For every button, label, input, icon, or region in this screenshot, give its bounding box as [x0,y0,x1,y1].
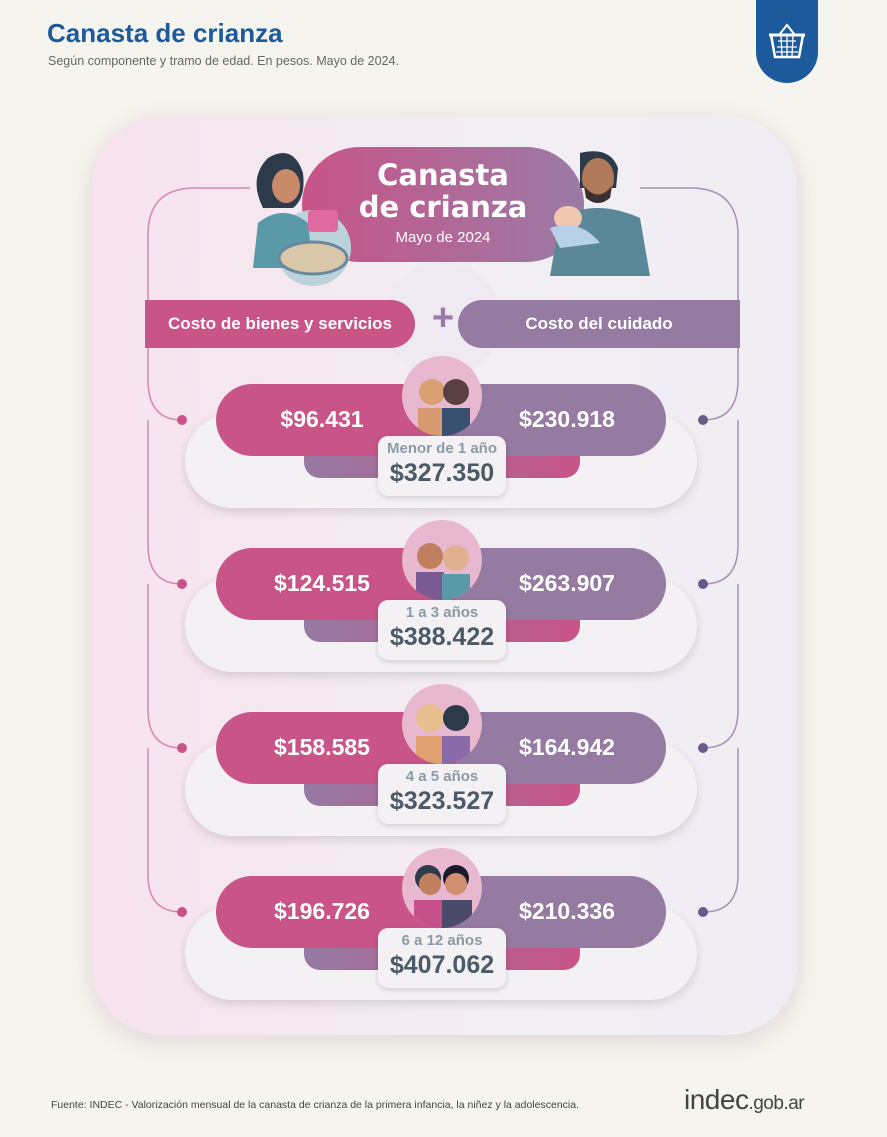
title-date: Mayo de 2024 [395,229,491,246]
row-0-dot-left [177,415,187,425]
row-1-total-box: 1 a 3 años $388.422 [378,600,506,660]
row-2-age: 4 a 5 años [405,768,479,785]
footer-logo-main: indec [684,1084,749,1115]
header-title: Canasta de crianza [47,18,283,48]
row-3-cuidado-value: $210.336 [519,898,615,924]
row-3-children-illustration [402,848,482,928]
row-1-cuidado-value: $263.907 [519,570,615,596]
row-2-total-box: 4 a 5 años $323.527 [378,764,506,824]
row-0-total-box: Menor de 1 año $327.350 [378,436,506,496]
row-2-cuidado-value: $164.942 [519,734,615,760]
row-3-total: $407.062 [389,951,495,979]
row-1-dot-right [698,579,708,589]
row-1-dot-left [177,579,187,589]
row-2-dot-right [698,743,708,753]
row-2-total: $323.527 [389,787,495,815]
footer-source: Fuente: INDEC - Valorización mensual de … [51,1099,579,1111]
row-1-total: $388.422 [389,623,495,651]
row-0-cuidado-value: $230.918 [519,406,615,432]
father-illustration [550,151,650,276]
row-1-children-illustration [402,520,482,600]
row-3-age: 6 a 12 años [401,932,483,949]
footer-logo-domain: .gob.ar [748,1093,805,1114]
footer-logo: indec.gob.ar [684,1084,805,1116]
title-line2: de crianza [358,190,528,224]
row-3-dot-right [698,907,708,917]
row-3-total-box: 6 a 12 años $407.062 [378,928,506,988]
logo-badge [756,0,818,83]
row-0-age: Menor de 1 año [386,440,498,457]
component-cuidado-label: Costo del cuidado [525,314,673,333]
row-2-bienes-value: $158.585 [274,734,370,760]
row-2-children-illustration [402,684,482,764]
component-bienes-bar: Costo de bienes y servicios [145,300,415,348]
row-0-children-illustration [402,356,482,436]
row-3-dot-left [177,907,187,917]
row-0-total: $327.350 [389,459,495,487]
header-subtitle: Según componente y tramo de edad. En pes… [48,54,399,68]
row-1-age: 1 a 3 años [405,604,479,621]
component-bienes-label: Costo de bienes y servicios [168,314,392,333]
plus-icon: + [431,297,455,339]
row-0-dot-right [698,415,708,425]
mother-illustration [253,153,351,286]
row-0-bienes-value: $96.431 [280,406,364,432]
component-cuidado-bar: Costo del cuidado [458,300,740,348]
basket-icon [769,22,805,58]
row-2-dot-left [177,743,187,753]
row-3-bienes-value: $196.726 [274,898,370,924]
row-1-bienes-value: $124.515 [274,570,370,596]
title-line1: Canasta [377,158,509,192]
